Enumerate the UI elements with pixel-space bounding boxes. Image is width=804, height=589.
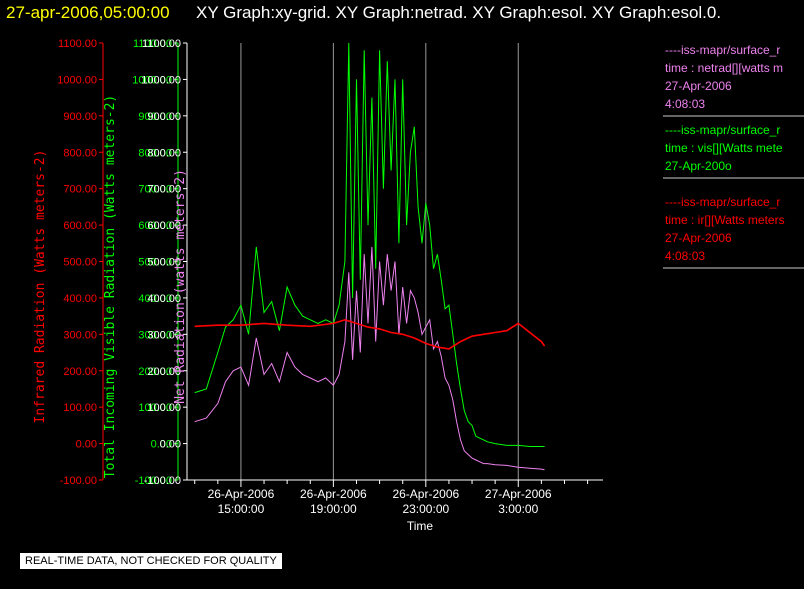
y-tick-label: 300.00 xyxy=(63,329,97,341)
y-tick-label: -100.00 xyxy=(144,475,181,487)
y-tick-label: 0.00 xyxy=(151,439,172,451)
legend-text: 27-Apr-2006 xyxy=(665,79,732,93)
y-tick-label: 900.00 xyxy=(63,111,97,123)
legend-text: 4:08:03 xyxy=(665,249,705,263)
legend-text: ----iss-mapr/surface_r xyxy=(665,43,780,57)
y-tick-label: 1000.00 xyxy=(57,74,97,86)
y-tick-label: 700.00 xyxy=(138,184,172,196)
y-tick-label: 400.00 xyxy=(138,293,172,305)
quality-disclaimer: REAL-TIME DATA, NOT CHECKED FOR QUALITY xyxy=(19,552,283,570)
y-tick-label: 800.00 xyxy=(147,147,181,159)
x-tick-label: 19:00:00 xyxy=(310,502,357,516)
y-tick-label: 600.00 xyxy=(147,220,181,232)
y-tick-label: 700.00 xyxy=(63,184,97,196)
y-tick-label: 800.00 xyxy=(138,147,172,159)
legend-text: 27-Apr-200o xyxy=(665,159,732,173)
y-tick-label: 1100.00 xyxy=(133,38,172,50)
x-tick-label: 26-Apr-2006 xyxy=(300,487,367,501)
y-axis-ir: 1100.00 1000.00 900.00 800.00 700.00 600.00 50… xyxy=(33,38,104,487)
y-tick-label: 200.00 xyxy=(138,366,172,378)
y-tick-label: 300.00 xyxy=(138,329,172,341)
y-tick-label: 100.00 xyxy=(138,402,172,414)
y-tick-label: 100.00 xyxy=(147,402,181,414)
y-tick-label: 900.00 xyxy=(138,111,172,123)
y-tick-label: 400.00 xyxy=(147,293,181,305)
title-date: 27-apr-2006,05:00:00 xyxy=(6,3,170,22)
grid-lines xyxy=(240,43,519,480)
y-tick-label: 500.00 xyxy=(138,257,172,269)
y-tick-label: 200.00 xyxy=(147,366,181,378)
legend-text: time : vis[][Watts mete xyxy=(665,141,783,155)
title-bar: 27-apr-2006,05:00:00 XY Graph:xy-grid. X… xyxy=(0,0,804,28)
y-axis-net: 1100.00 1000.00 900.00 800.00 700.00 600.00 50… xyxy=(141,38,188,487)
legend-text: ----iss-mapr/surface_r xyxy=(665,195,780,209)
y-tick-label: 1100.00 xyxy=(58,38,97,50)
y-axis-vis: 1100.00 1000.00 900.00 800.00 700.00 600.00 50… xyxy=(103,38,179,487)
y-tick-label: 700.00 xyxy=(147,184,181,196)
x-tick-label: 23:00:00 xyxy=(402,502,449,516)
y-tick-label: 300.00 xyxy=(147,329,181,341)
title-graph-list: XY Graph:xy-grid. XY Graph:netrad. XY Gr… xyxy=(196,3,722,22)
y-tick-label: -100.00 xyxy=(135,475,172,487)
y-tick-label: 0.00 xyxy=(160,439,181,451)
data-series xyxy=(194,42,546,471)
y-axis-label-net: Net Radiation (watts meters-2) xyxy=(173,169,188,404)
y-axis-label-vis: Total Incoming Visible Radiation (Watts … xyxy=(103,95,118,479)
y-tick-label: 500.00 xyxy=(63,257,97,269)
y-tick-label: 1000.00 xyxy=(132,74,172,86)
y-tick-label: -100.00 xyxy=(60,475,97,487)
legend-text: 27-Apr-2006 xyxy=(665,231,732,245)
series-line-ir xyxy=(194,318,546,350)
x-tick-label: 3:00:00 xyxy=(498,502,538,516)
y-tick-label: 900.00 xyxy=(147,111,181,123)
y-tick-label: 100.00 xyxy=(63,402,97,414)
x-tick-label: 27-Apr-2006 xyxy=(485,487,552,501)
series-line-vis xyxy=(194,42,545,447)
y-tick-label: 500.00 xyxy=(147,257,181,269)
x-tick-label: 15:00:00 xyxy=(218,502,265,516)
x-axis-title: Time xyxy=(407,519,434,533)
y-axes: 1100.00 1000.00 900.00 800.00 700.00 600.00 50… xyxy=(33,38,188,487)
y-tick-label: 800.00 xyxy=(63,147,97,159)
legend-text: time : ir[][Watts meters xyxy=(665,213,785,227)
y-tick-label: 1100.00 xyxy=(142,38,181,50)
y-axis-label-ir: Infrared Radiation (Watts meters-2) xyxy=(33,150,48,424)
x-axis: 26-Apr-200615:00:0026-Apr-200619:00:0026… xyxy=(187,479,603,533)
y-tick-label: 1000.00 xyxy=(141,74,181,86)
legend-text: 4:08:03 xyxy=(665,97,705,111)
y-tick-label: 200.00 xyxy=(63,366,97,378)
legend-text: time : netrad[][watts m xyxy=(665,61,783,75)
y-tick-label: 600.00 xyxy=(138,220,172,232)
y-tick-label: 0.00 xyxy=(76,439,97,451)
legend-text: ----iss-mapr/surface_r xyxy=(665,123,780,137)
series-line-net xyxy=(194,246,545,471)
x-tick-label: 26-Apr-2006 xyxy=(208,487,275,501)
y-tick-label: 600.00 xyxy=(63,220,97,232)
x-tick-label: 26-Apr-2006 xyxy=(392,487,459,501)
y-tick-label: 400.00 xyxy=(63,293,97,305)
